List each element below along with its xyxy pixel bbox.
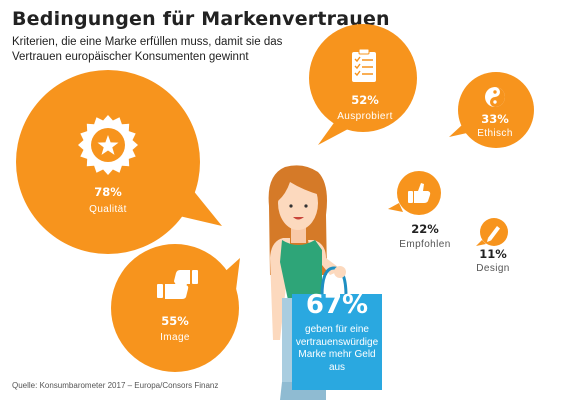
bag-handle [320,266,348,297]
page-title: Bedingungen für Markenvertrauen [12,8,390,30]
bubble-ausprobiert-tail [318,120,350,145]
value-label-empfohlen: 22% [411,222,439,236]
yin-yang-icon [485,87,505,107]
page-subtitle: Kriterien, die eine Marke erfüllen muss,… [12,36,283,63]
woman-hair-fringe [278,173,320,201]
pencil-icon [487,226,500,242]
woman-top [280,240,322,300]
bubble-design-tail [476,240,486,246]
woman-mouth [293,217,304,220]
category-label-empfohlen: Empfohlen [399,239,450,250]
category-label-qualitaet: Qualität [89,204,127,215]
checklist-icon [352,48,376,82]
value-label-design: 11% [479,247,507,261]
category-label-image: Image [160,332,190,343]
bubble-ethisch: 33% Ethisch [449,72,534,148]
bubble-image: 55% Image [111,244,240,372]
bubble-design [476,218,508,246]
category-label-ausprobiert: Ausprobiert [337,111,393,122]
category-label-ethisch: Ethisch [477,128,513,139]
woman-hand [334,266,346,278]
thumbs-up-down-icon [157,270,198,299]
bubbles-group: 78% Qualität 55% Image [16,24,534,372]
value-label-ethisch: 33% [481,112,509,126]
bubble-image-circle [111,244,239,372]
bubble-ausprobiert: 52% Ausprobiert [309,24,417,145]
value-label-ausprobiert: 52% [351,93,379,107]
bag-percentage: 67% [305,290,369,320]
bubble-empfohlen [388,171,441,215]
category-label-design: Design [476,263,510,274]
bubble-qualitaet-tail [175,189,222,226]
thumbs-up-icon [408,183,431,203]
woman-eye-right [304,204,308,208]
value-label-qualitaet: 78% [94,185,122,199]
value-label-image: 55% [161,314,189,328]
bubble-image-tail [220,258,240,290]
bag-body [292,294,382,390]
star-badge-icon [78,115,138,175]
bubble-qualitaet: 78% Qualität [16,70,222,254]
bag-highlight: 67% geben für eine vertrauenswürdige Mar… [292,290,382,374]
woman-neck [291,227,306,243]
shopping-bag-illustration [292,266,382,390]
bubble-empfohlen-tail [388,203,403,212]
source-note: Quelle: Konsumbarometer 2017 – Europa/Co… [12,381,219,390]
bubble-ethisch-tail [449,125,467,137]
woman-eye-left [289,204,293,208]
bag-description: geben für eine vertrauenswürdige Marke m… [295,324,379,373]
bubble-ethisch-circle [458,72,534,148]
